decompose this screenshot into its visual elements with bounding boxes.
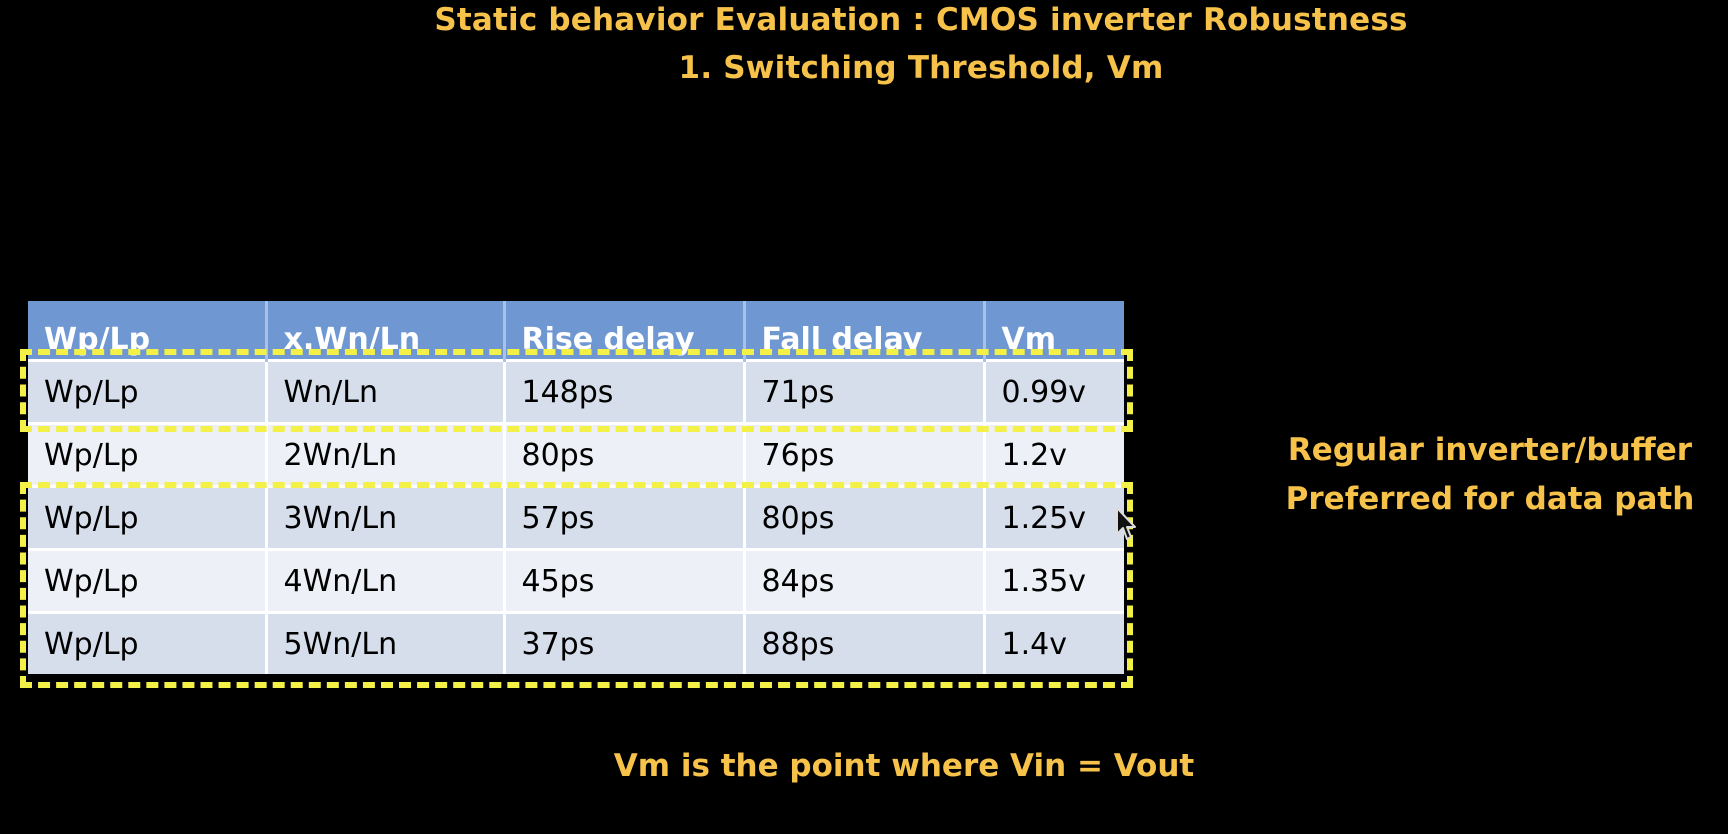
cell-rise-delay: 37ps	[504, 611, 746, 674]
cell-wp-lp: Wp/Lp	[28, 422, 268, 487]
cell-fall-delay: 84ps	[744, 548, 986, 613]
cell-wp-lp: Wp/Lp	[28, 359, 268, 424]
table-row: Wp/Lp 5Wn/Ln 37ps 88ps 1.4v	[28, 611, 1124, 674]
slide-title: Static behavior Evaluation : CMOS invert…	[434, 2, 1408, 38]
footer-note: Vm is the point where Vin = Vout	[613, 748, 1195, 784]
cell-wp-lp: Wp/Lp	[28, 611, 268, 674]
table-row: Wp/Lp 3Wn/Ln 57ps 80ps 1.25v	[28, 485, 1124, 550]
cell-rise-delay: 80ps	[504, 422, 746, 487]
cell-x-wn-ln: 2Wn/Ln	[266, 422, 506, 487]
cell-vm: 1.35v	[984, 548, 1124, 613]
table-row: Wp/Lp Wn/Ln 148ps 71ps 0.99v	[28, 359, 1124, 424]
cell-vm: 1.25v	[984, 485, 1124, 550]
cell-x-wn-ln: 4Wn/Ln	[266, 548, 506, 613]
cell-x-wn-ln: 5Wn/Ln	[266, 611, 506, 674]
side-note-data-path: Preferred for data path	[1285, 481, 1695, 517]
cell-fall-delay: 76ps	[744, 422, 986, 487]
cell-wp-lp: Wp/Lp	[28, 485, 268, 550]
cell-vm: 0.99v	[984, 359, 1124, 424]
cell-x-wn-ln: 3Wn/Ln	[266, 485, 506, 550]
cell-rise-delay: 57ps	[504, 485, 746, 550]
side-note-regular-inverter: Regular inverter/buffer	[1287, 432, 1693, 468]
table-row: Wp/Lp 4Wn/Ln 45ps 84ps 1.35v	[28, 548, 1124, 613]
cell-wp-lp: Wp/Lp	[28, 548, 268, 613]
cell-fall-delay: 80ps	[744, 485, 986, 550]
cell-fall-delay: 71ps	[744, 359, 986, 424]
highlight-box-first-row	[20, 349, 1133, 432]
cell-rise-delay: 148ps	[504, 359, 746, 424]
cell-vm: 1.2v	[984, 422, 1124, 487]
cell-fall-delay: 88ps	[744, 611, 986, 674]
cell-rise-delay: 45ps	[504, 548, 746, 613]
cell-x-wn-ln: Wn/Ln	[266, 359, 506, 424]
highlight-box-lower-rows	[20, 482, 1133, 688]
table-row: Wp/Lp 2Wn/Ln 80ps 76ps 1.2v	[28, 422, 1124, 487]
mouse-pointer-icon	[1116, 507, 1136, 540]
cell-vm: 1.4v	[984, 611, 1124, 674]
slide-subtitle: 1. Switching Threshold, Vm	[678, 50, 1164, 86]
